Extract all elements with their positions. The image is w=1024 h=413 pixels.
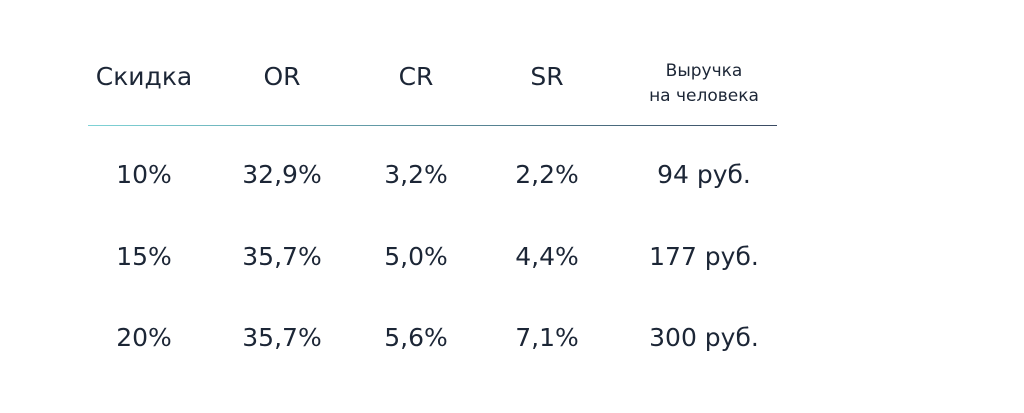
header-cell: CR <box>398 62 434 91</box>
table-cell: 5,0% <box>384 242 448 271</box>
table-cell: 300 руб. <box>649 323 759 352</box>
table-cell: 2,2% <box>515 160 579 189</box>
header-cell: SR <box>530 62 564 91</box>
table-cell: 177 руб. <box>649 242 759 271</box>
header-cell: на человека <box>649 86 759 106</box>
table-cell: 32,9% <box>242 160 322 189</box>
table-cell: 3,2% <box>384 160 448 189</box>
table-cell: 35,7% <box>242 242 322 271</box>
table-cell: 10% <box>116 160 172 189</box>
table-cell: 4,4% <box>515 242 579 271</box>
header-cell: Скидка <box>95 62 193 91</box>
header-cell: Выручка <box>665 61 743 81</box>
table-cell: 20% <box>116 323 172 352</box>
header-rule <box>88 125 777 126</box>
table-cell: 94 руб. <box>657 160 751 189</box>
table-cell: 5,6% <box>384 323 448 352</box>
table-cell: 15% <box>116 242 172 271</box>
table-cell: 7,1% <box>515 323 579 352</box>
table-cell: 35,7% <box>242 323 322 352</box>
header-cell: OR <box>263 62 301 91</box>
